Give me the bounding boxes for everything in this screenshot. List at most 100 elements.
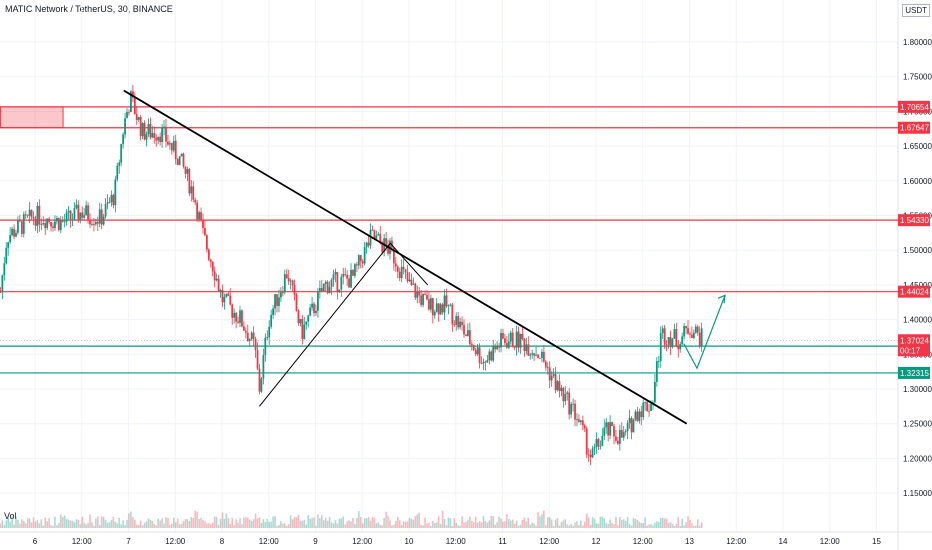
- y-tick-label: 1.15000: [903, 489, 932, 498]
- candle-body: [455, 316, 458, 325]
- volume-bar: [644, 517, 646, 528]
- candle-body: [578, 419, 580, 422]
- candle-body: [268, 326, 271, 338]
- currency-badge[interactable]: USDT: [902, 4, 930, 17]
- candle-body: [687, 328, 689, 334]
- volume-bar: [282, 523, 284, 528]
- candle-body: [412, 283, 415, 285]
- volume-bar: [576, 521, 578, 528]
- candle-body: [618, 429, 621, 444]
- volume-bar: [566, 524, 569, 528]
- candle-body: [256, 350, 259, 369]
- candle-body: [178, 156, 181, 166]
- candle-body: [414, 283, 417, 298]
- candle-body: [108, 202, 111, 203]
- candle-body: [381, 242, 384, 253]
- candle-body: [677, 346, 680, 350]
- x-tick-label: 11: [498, 537, 507, 546]
- volume-bar: [289, 515, 292, 528]
- volume-bar: [617, 525, 619, 528]
- candle-body: [91, 224, 93, 225]
- volume-bar: [332, 523, 335, 528]
- candle-body: [235, 312, 238, 322]
- supply-zone: [0, 106, 64, 129]
- candle-body: [202, 219, 204, 228]
- candles: [0, 85, 703, 466]
- volume-bar: [545, 525, 547, 528]
- volume-bar: [104, 520, 107, 528]
- candle-body: [350, 269, 352, 288]
- volume-bar: [254, 513, 257, 528]
- candle-body: [219, 290, 222, 292]
- candle-body: [77, 204, 80, 221]
- candle-body: [170, 143, 173, 151]
- volume-bar: [137, 524, 140, 528]
- volume-bar: [122, 520, 124, 528]
- volume-bar: [79, 524, 82, 528]
- candle-body: [93, 224, 95, 225]
- volume-bar: [245, 517, 247, 528]
- volume-bar: [558, 525, 561, 528]
- candle-body: [396, 266, 399, 272]
- volume-bar: [457, 525, 459, 528]
- volume-bar: [395, 521, 397, 528]
- volume-bar: [235, 519, 237, 528]
- candle-body: [280, 292, 282, 298]
- candle-body: [254, 338, 257, 351]
- candle-body: [128, 111, 130, 113]
- candle-body: [252, 332, 255, 339]
- candle-body: [81, 212, 84, 218]
- volume-bar: [443, 519, 446, 528]
- candle-body: [61, 219, 64, 222]
- candle-body: [373, 230, 376, 239]
- candle-body: [459, 321, 462, 328]
- candle-body: [646, 402, 649, 411]
- candle-body: [661, 328, 664, 334]
- candle-body: [671, 338, 674, 348]
- volume-bar: [371, 517, 374, 528]
- candle-body: [311, 303, 313, 308]
- candle-body: [564, 394, 567, 402]
- candle-body: [270, 314, 273, 327]
- candle-body: [198, 212, 200, 220]
- volume-bar: [227, 518, 230, 528]
- candle-body: [200, 212, 202, 220]
- projection-path: [683, 295, 726, 370]
- candle-body: [420, 295, 423, 305]
- candle-body: [626, 423, 629, 432]
- volume-bar: [508, 519, 510, 528]
- candle-body: [145, 134, 148, 140]
- candle-body: [320, 287, 323, 292]
- volume-bar: [562, 520, 565, 528]
- candle-body: [63, 221, 66, 223]
- candle-body: [507, 341, 510, 348]
- volume-bar: [102, 516, 105, 528]
- candle-body: [398, 271, 401, 279]
- candle-body: [34, 218, 37, 226]
- candle-body: [114, 179, 117, 206]
- volume-bar: [389, 520, 391, 528]
- level-label: 1.54330: [900, 216, 929, 225]
- volume-bar: [609, 519, 611, 528]
- horizontal-levels[interactable]: [0, 106, 898, 374]
- candle-body: [225, 293, 228, 297]
- volume-bar: [515, 520, 518, 528]
- volume-bar: [237, 522, 239, 528]
- volume-bar: [658, 522, 660, 528]
- candle-body: [161, 127, 163, 143]
- candle-body: [318, 287, 321, 292]
- candle-body: [313, 303, 315, 314]
- candle-body: [155, 137, 158, 141]
- candle-body: [689, 333, 691, 335]
- candle-body: [445, 295, 448, 307]
- volume-bar: [550, 519, 553, 528]
- volume-bar: [264, 521, 267, 528]
- trendlines[interactable]: [123, 89, 726, 425]
- volume-bar: [114, 521, 117, 528]
- candle-body: [5, 247, 8, 264]
- candle-body: [209, 259, 212, 262]
- candle-body: [174, 140, 177, 160]
- volume-bar: [496, 522, 498, 528]
- volume-bar: [319, 518, 321, 528]
